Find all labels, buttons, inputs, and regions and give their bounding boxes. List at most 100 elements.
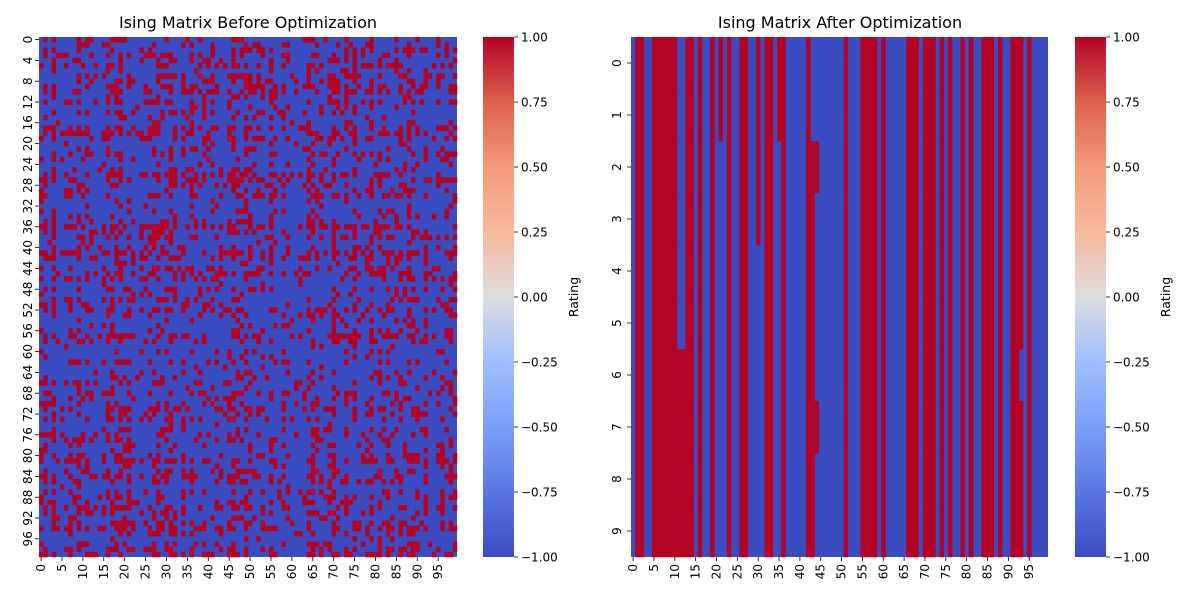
left-cell	[43, 510, 48, 516]
left-cell	[168, 531, 174, 537]
right-cell	[660, 401, 665, 454]
left-cell	[118, 338, 123, 345]
left-cell	[68, 546, 73, 553]
left-cell	[156, 120, 161, 126]
left-cell	[390, 63, 395, 69]
right-cell	[739, 89, 744, 142]
right-cell	[868, 349, 874, 402]
right-cell	[989, 297, 995, 350]
left-cell	[84, 463, 90, 469]
left-cell	[164, 317, 169, 324]
left-cell	[377, 151, 383, 157]
left-cell	[310, 432, 316, 438]
left-cell	[260, 250, 266, 256]
left-cell	[243, 416, 249, 423]
left-cell	[365, 63, 370, 69]
left-cell	[101, 229, 107, 235]
left-cell	[156, 297, 161, 303]
left-cell	[314, 89, 320, 95]
left-cell	[156, 458, 161, 464]
left-cell	[331, 109, 337, 116]
left-cell	[197, 291, 203, 298]
right-cell	[635, 453, 640, 506]
left-cell	[248, 442, 253, 449]
left-cell	[306, 255, 311, 261]
left-cell	[156, 401, 161, 407]
left-cell	[398, 224, 403, 230]
right-cell	[810, 401, 815, 454]
left-cell	[248, 224, 253, 230]
left-cell	[43, 130, 48, 137]
left-cell	[84, 359, 90, 365]
left-cell	[76, 182, 82, 189]
right-cell	[860, 37, 865, 90]
left-cell	[369, 328, 374, 334]
left-cell	[156, 520, 161, 527]
left-cell	[231, 63, 236, 69]
left-cell	[64, 468, 69, 475]
left-cell	[193, 172, 199, 178]
left-cell	[415, 130, 420, 137]
left-cell	[452, 297, 458, 303]
left-cell	[227, 380, 232, 386]
left-cell	[210, 307, 215, 313]
right-cell	[868, 245, 874, 298]
left-cell	[344, 94, 349, 100]
left-cell	[143, 245, 148, 251]
left-cell	[444, 213, 449, 220]
left-cell	[231, 463, 236, 469]
left-cell	[243, 172, 249, 178]
left-cell	[331, 224, 337, 230]
left-cell	[285, 453, 291, 459]
right-cell	[906, 401, 911, 454]
left-cell	[147, 328, 153, 334]
left-cell	[406, 458, 412, 464]
right-cell	[985, 349, 990, 402]
left-cell	[172, 551, 178, 558]
left-cell	[394, 213, 399, 220]
left-cell	[436, 78, 441, 85]
left-cell	[231, 255, 236, 261]
left-x-tick-label: 85	[389, 564, 403, 579]
right-cell	[906, 141, 911, 194]
left-cell	[394, 291, 399, 298]
left-cell	[151, 245, 157, 251]
left-cell	[385, 63, 391, 69]
left-cell	[80, 193, 86, 199]
left-cell	[365, 447, 370, 454]
right-cell	[689, 453, 694, 506]
left-cell	[319, 172, 324, 178]
right-cell	[914, 193, 920, 246]
left-cell	[122, 260, 128, 267]
left-cell	[105, 52, 111, 59]
left-cell	[118, 276, 123, 282]
left-cell	[348, 338, 353, 345]
left-cell	[239, 390, 245, 397]
left-cell	[43, 338, 48, 345]
left-cell	[373, 551, 378, 558]
left-cell	[84, 42, 90, 48]
left-cell	[385, 234, 391, 241]
left-cell	[260, 546, 266, 553]
left-cell	[423, 245, 429, 251]
left-cell	[369, 63, 374, 69]
left-cell	[260, 265, 266, 272]
left-cell	[210, 551, 215, 558]
left-cell	[89, 551, 94, 558]
left-cell	[302, 182, 307, 189]
left-cell	[235, 317, 240, 324]
left-cell	[314, 395, 320, 402]
left-cell	[306, 219, 311, 225]
right-cell	[651, 297, 657, 350]
left-cell	[377, 541, 383, 547]
left-cell	[76, 541, 82, 547]
left-cell	[231, 52, 236, 59]
right-cell	[1018, 245, 1024, 298]
left-cell	[189, 265, 194, 272]
left-cell	[126, 437, 132, 443]
left-cell	[110, 333, 115, 339]
left-cell	[256, 453, 261, 459]
left-cell	[452, 494, 458, 501]
left-cell	[310, 369, 316, 376]
left-cell	[369, 406, 374, 412]
